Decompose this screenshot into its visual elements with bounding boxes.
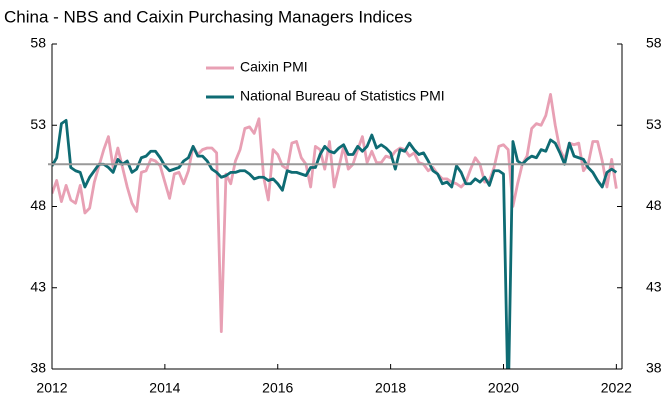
x-tick-label: 2014 [149,380,180,396]
series-line [52,92,618,334]
y-tick-label: 58 [30,35,46,51]
y2-tick-label: 38 [646,360,662,376]
x-tick-label: 2018 [375,380,406,396]
y-tick-label: 53 [30,116,46,132]
x-tick-label: 2016 [262,380,293,396]
y2-tick-label: 58 [646,35,662,51]
y-tick-label: 48 [30,197,46,213]
x-tick-label: 2020 [488,380,519,396]
y2-tick-label: 48 [646,197,662,213]
plot-area [52,92,618,369]
y2-tick-label: 43 [646,278,662,294]
x-tick-label: 2012 [36,380,67,396]
series-line [52,118,618,369]
legend-label: National Bureau of Statistics PMI [240,88,445,104]
legend-label: Caixin PMI [240,59,308,75]
x-tick-label: 2022 [601,380,632,396]
chart-title: China - NBS and Caixin Purchasing Manage… [4,7,412,26]
y-tick-label: 43 [30,278,46,294]
y2-tick-label: 53 [646,116,662,132]
y-tick-label: 38 [30,360,46,376]
